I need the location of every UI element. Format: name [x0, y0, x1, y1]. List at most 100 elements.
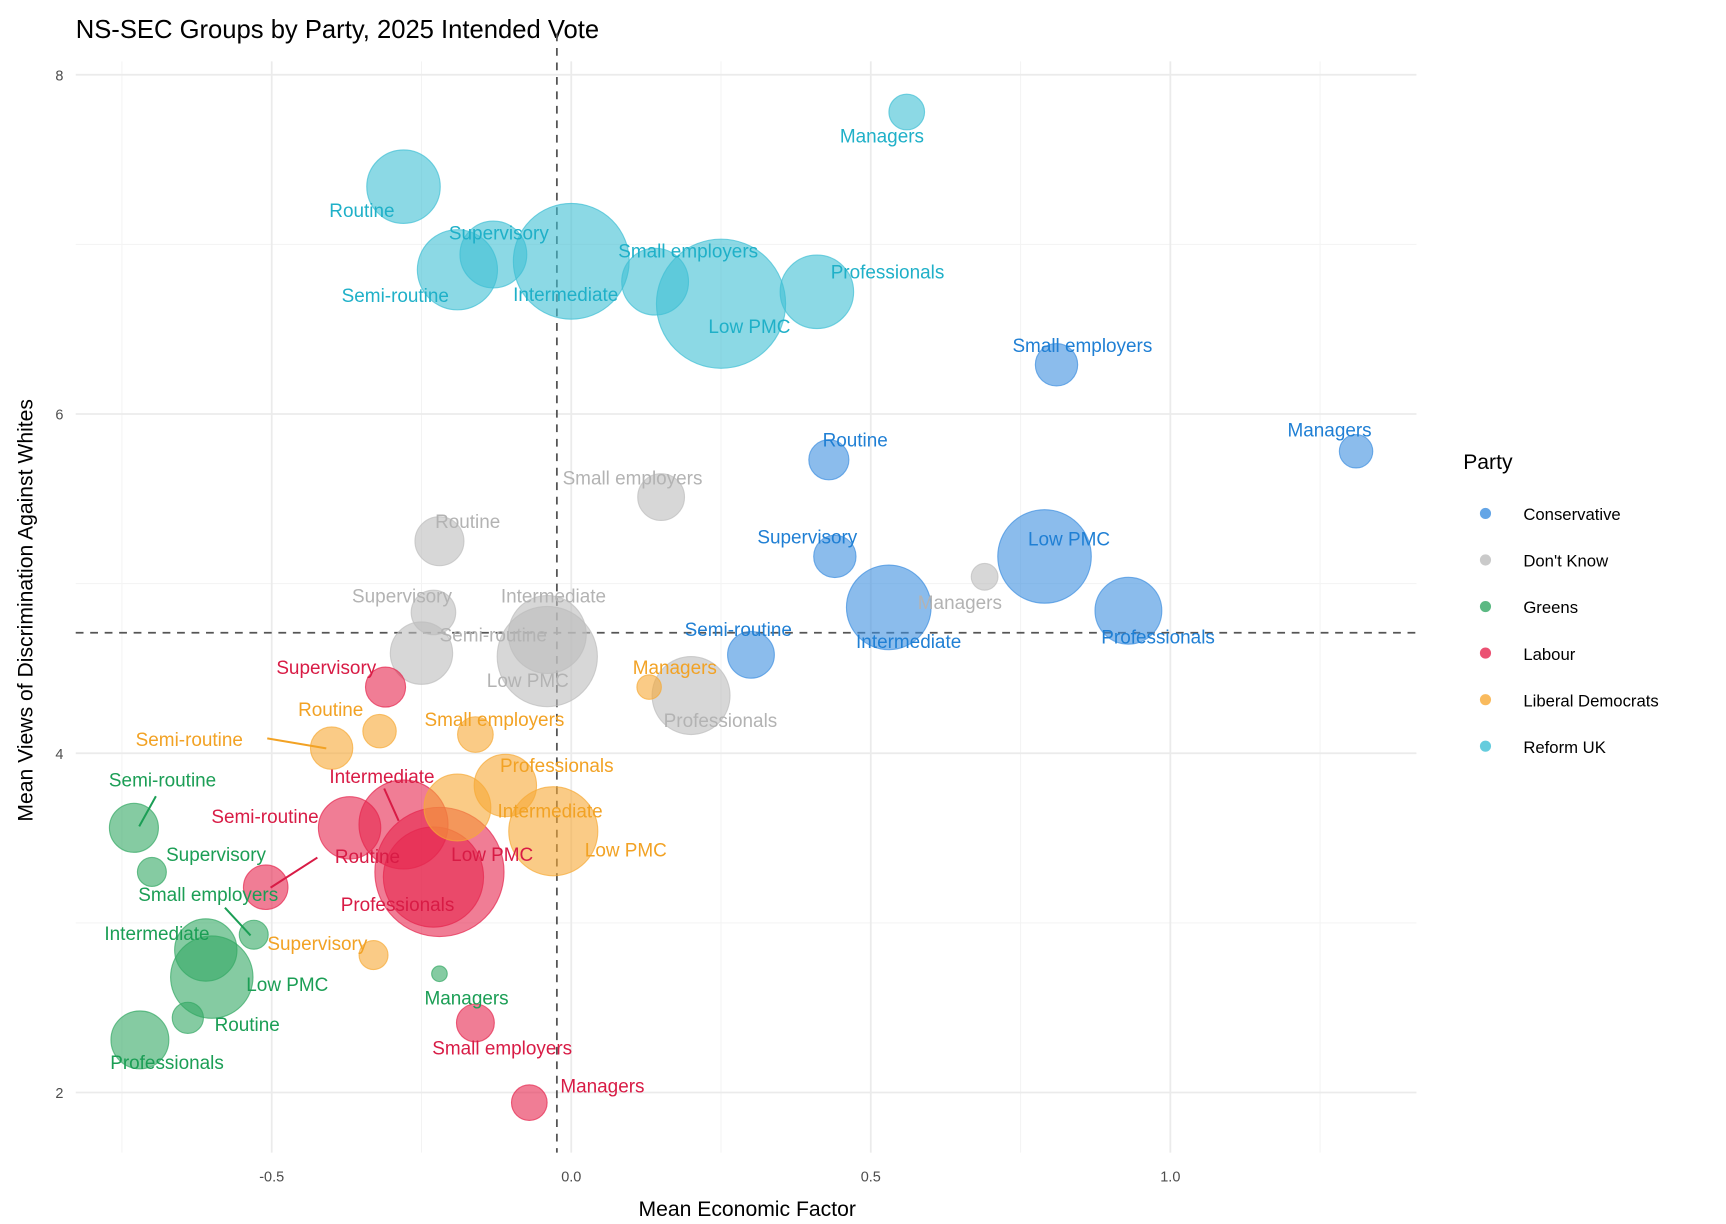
y-tick-label: 2 — [55, 1086, 63, 1102]
point-label-labour: Small employers — [432, 1039, 572, 1060]
point-liberal-democrats — [358, 940, 389, 971]
legend-title: Party — [1463, 451, 1513, 474]
legend-label-conservative: Conservative — [1523, 505, 1620, 524]
label-leader-lines — [138, 737, 400, 937]
leader-line-liberal-democrats — [267, 737, 327, 750]
point-reform-uk — [366, 149, 441, 224]
point-label-reform-uk: Routine — [329, 201, 394, 222]
leader-line-greens — [224, 906, 252, 937]
point-label-conservative: Routine — [823, 431, 888, 452]
point-conservative — [1338, 434, 1374, 469]
point-label-liberal-democrats: Low PMC — [585, 840, 667, 861]
point-label-don-t-know: Managers — [918, 593, 1002, 614]
y-tick-label: 6 — [55, 408, 63, 424]
y-axis-title: Mean Views of Discrimination Against Whi… — [14, 399, 37, 822]
point-reform-uk — [779, 254, 855, 330]
point-label-don-t-know: Small employers — [563, 468, 703, 489]
point-label-liberal-democrats: Supervisory — [267, 934, 367, 955]
legend: Party Conservative Don't Know Greens Labour… — [1463, 451, 1659, 757]
point-don-t-know — [414, 516, 465, 567]
chart-title: NS-SEC Groups by Party, 2025 Intended Vo… — [76, 16, 599, 44]
point-label-labour: Intermediate — [329, 767, 434, 788]
point-label-liberal-democrats: Managers — [633, 658, 717, 679]
y-tick-label: 4 — [55, 747, 63, 763]
point-conservative — [813, 534, 857, 579]
x-tick-label: 0.5 — [861, 1170, 881, 1186]
point-conservative — [845, 564, 932, 651]
point-conservative — [1034, 343, 1079, 387]
point-label-labour: Low PMC — [451, 845, 533, 866]
x-axis-title: Mean Economic Factor — [639, 1198, 856, 1221]
legend-label-reform-uk: Reform UK — [1523, 738, 1606, 757]
point-label-greens: Professionals — [110, 1053, 224, 1074]
point-conservative — [1094, 576, 1163, 645]
point-label-greens: Supervisory — [166, 845, 266, 866]
point-label-conservative: Managers — [1287, 421, 1371, 442]
point-liberal-democrats — [508, 786, 599, 877]
legend-key-reform-uk — [1479, 740, 1492, 752]
point-label-labour: Semi-routine — [211, 807, 318, 828]
point-label-reform-uk: Semi-routine — [342, 286, 449, 307]
x-tick-label: 0.0 — [561, 1170, 581, 1186]
point-greens — [108, 802, 159, 853]
point-liberal-democrats — [309, 726, 354, 770]
point-greens — [136, 856, 167, 887]
point-label-liberal-democrats: Small employers — [424, 710, 564, 731]
x-tick-label: -0.5 — [259, 1170, 284, 1186]
point-labour — [242, 864, 289, 911]
point-label-greens: Small employers — [138, 885, 278, 906]
point-label-don-t-know: Intermediate — [501, 587, 606, 608]
point-label-reform-uk: Intermediate — [513, 285, 618, 306]
point-reform-uk — [459, 220, 528, 289]
point-reform-uk — [621, 247, 690, 316]
point-conservative — [997, 509, 1092, 604]
points — [108, 93, 1374, 1122]
point-greens — [238, 919, 269, 950]
point-label-don-t-know: Semi-routine — [440, 626, 547, 647]
point-liberal-democrats — [362, 713, 397, 749]
leader-line-greens — [138, 795, 157, 827]
point-don-t-know — [637, 473, 686, 522]
point-label-liberal-democrats: Professionals — [500, 756, 614, 777]
legend-key-don-t-know — [1479, 554, 1492, 566]
point-label-liberal-democrats: Routine — [298, 700, 363, 721]
point-greens — [171, 1001, 204, 1034]
point-labour — [455, 1003, 495, 1043]
legend-label-don-t-know: Don't Know — [1523, 552, 1609, 571]
point-label-reform-uk: Professionals — [831, 262, 945, 283]
point-conservative — [808, 439, 850, 481]
point-don-t-know — [410, 589, 457, 636]
legend-key-greens — [1479, 600, 1492, 613]
point-label-labour: Supervisory — [276, 658, 376, 679]
point-reform-uk — [888, 93, 926, 131]
point-label-labour: Professionals — [341, 895, 455, 916]
point-label-don-t-know: Routine — [435, 512, 500, 533]
point-label-liberal-democrats: Intermediate — [497, 801, 602, 822]
point-label-labour: Managers — [560, 1076, 644, 1097]
point-label-reform-uk: Supervisory — [449, 224, 549, 245]
point-label-don-t-know: Supervisory — [352, 587, 452, 608]
point-don-t-know — [970, 562, 999, 591]
axis-ticks: -0.5 0.0 0.5 1.0 2 4 6 8 — [55, 68, 1180, 1185]
point-label-conservative: Semi-routine — [685, 620, 792, 641]
point-label-reform-uk: Low PMC — [708, 317, 790, 338]
point-label-reform-uk: Small employers — [618, 241, 758, 262]
point-label-reform-uk: Managers — [840, 127, 924, 148]
point-label-conservative: Supervisory — [757, 528, 857, 549]
point-label-greens: Routine — [215, 1015, 280, 1036]
point-liberal-democrats — [636, 674, 662, 700]
legend-label-labour: Labour — [1523, 645, 1575, 664]
legend-label-liberal-democrats: Liberal Democrats — [1523, 691, 1658, 710]
leader-line-labour — [270, 856, 318, 889]
point-labels: Small employers Managers Routine Supervisor… — [104, 127, 1371, 1098]
grid — [75, 61, 1417, 1153]
point-label-greens: Intermediate — [104, 924, 209, 945]
point-label-conservative: Low PMC — [1028, 530, 1110, 551]
y-tick-label: 8 — [55, 68, 63, 84]
point-label-labour: Routine — [335, 847, 400, 868]
point-labour — [364, 666, 407, 708]
point-labour — [510, 1084, 548, 1122]
point-label-conservative: Professionals — [1101, 628, 1215, 649]
legend-key-conservative — [1479, 507, 1492, 520]
